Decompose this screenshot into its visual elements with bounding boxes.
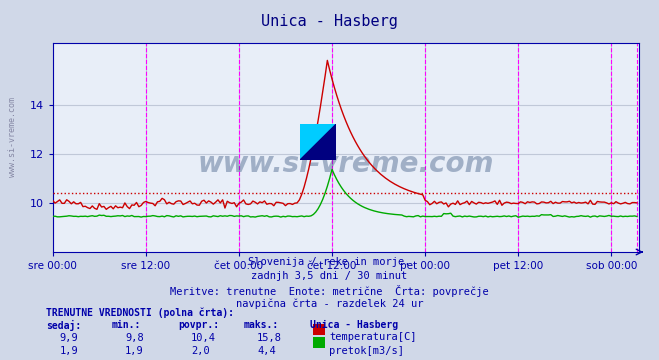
Text: min.:: min.: <box>112 320 142 330</box>
Text: 9,9: 9,9 <box>59 333 78 343</box>
Text: Unica - Hasberg: Unica - Hasberg <box>261 14 398 30</box>
Text: Slovenija / reke in morje.: Slovenija / reke in morje. <box>248 257 411 267</box>
Text: 9,8: 9,8 <box>125 333 144 343</box>
Text: Unica - Hasberg: Unica - Hasberg <box>310 320 398 330</box>
Text: TRENUTNE VREDNOSTI (polna črta):: TRENUTNE VREDNOSTI (polna črta): <box>46 308 234 318</box>
Text: 10,4: 10,4 <box>191 333 216 343</box>
Text: maks.:: maks.: <box>244 320 279 330</box>
Text: Meritve: trenutne  Enote: metrične  Črta: povprečje: Meritve: trenutne Enote: metrične Črta: … <box>170 285 489 297</box>
Polygon shape <box>300 124 336 160</box>
Polygon shape <box>300 124 336 160</box>
Text: zadnjh 3,5 dni / 30 minut: zadnjh 3,5 dni / 30 minut <box>251 271 408 281</box>
Text: temperatura[C]: temperatura[C] <box>330 332 417 342</box>
Text: www.si-vreme.com: www.si-vreme.com <box>198 150 494 178</box>
Text: sedaj:: sedaj: <box>46 320 81 332</box>
Text: 15,8: 15,8 <box>257 333 282 343</box>
Text: 1,9: 1,9 <box>59 346 78 356</box>
Text: 1,9: 1,9 <box>125 346 144 356</box>
Text: povpr.:: povpr.: <box>178 320 219 330</box>
Text: 2,0: 2,0 <box>191 346 210 356</box>
Text: www.si-vreme.com: www.si-vreme.com <box>8 97 17 177</box>
Polygon shape <box>300 124 336 160</box>
Text: 4,4: 4,4 <box>257 346 275 356</box>
Text: navpična črta - razdelek 24 ur: navpična črta - razdelek 24 ur <box>236 298 423 309</box>
Text: pretok[m3/s]: pretok[m3/s] <box>330 346 405 356</box>
